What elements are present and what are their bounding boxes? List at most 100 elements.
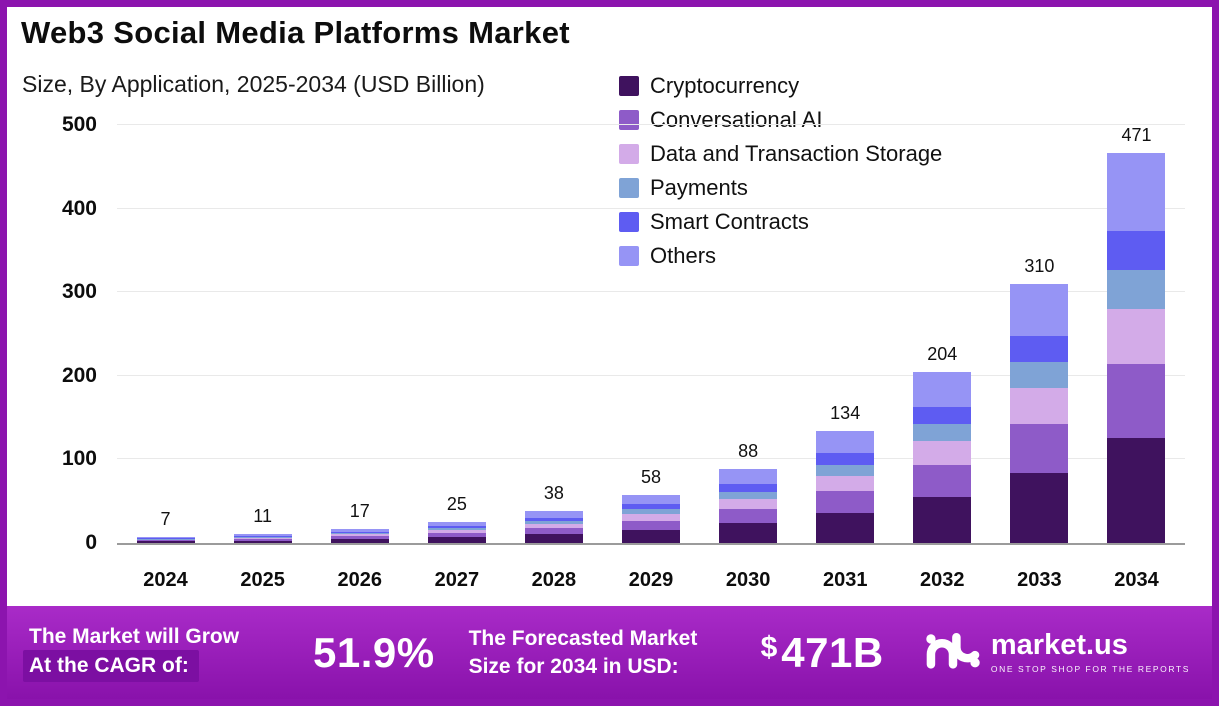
- bar-segment-others: [233, 533, 292, 536]
- bar-segment-others: [136, 537, 195, 539]
- cagr-label-line1: The Market will Grow: [29, 624, 240, 648]
- legend-item-cryptocurrency: Cryptocurrency: [619, 73, 942, 99]
- bar-segment-data-and-transaction-storage: [1010, 387, 1069, 424]
- bar-segment-payments: [233, 536, 292, 538]
- bar-segment-payments: [524, 520, 583, 524]
- bar-segment-smart-contracts: [427, 526, 486, 529]
- bar-segment-conversational-ai: [330, 536, 389, 540]
- bar-segment-others: [913, 372, 972, 407]
- page-subtitle: Size, By Application, 2025-2034 (USD Bil…: [22, 71, 485, 97]
- gridline: [117, 207, 1185, 209]
- bar-segment-data-and-transaction-storage: [524, 523, 583, 529]
- bar-segment-others: [622, 494, 681, 505]
- brand-tagline: ONE STOP SHOP FOR THE REPORTS: [990, 664, 1190, 674]
- bar-2032: 204: [894, 125, 991, 543]
- bar-2033: 310: [991, 125, 1088, 543]
- bar-total-label: 88: [738, 441, 759, 462]
- bar-2034: 471: [1088, 125, 1185, 543]
- bar-segment-conversational-ai: [1010, 423, 1069, 474]
- legend-item-data-and-transaction-storage: Data and Transaction Storage: [619, 141, 942, 167]
- y-axis: 0 100 200 300 400 500: [13, 113, 107, 554]
- bar-segment-cryptocurrency: [233, 540, 292, 543]
- bar-segment-payments: [913, 423, 972, 441]
- bar-segment-cryptocurrency: [1010, 473, 1069, 543]
- forecast-value: $ 471B: [761, 629, 884, 677]
- legend-swatch-icon: [619, 246, 639, 266]
- legend-label: Others: [650, 243, 717, 268]
- x-axis: 2024 2025 2026 2027 2028 2029 2030 2031 2032 2033…: [117, 569, 1185, 592]
- bar-segment-smart-contracts: [136, 538, 195, 539]
- bar-segment-data-and-transaction-storage: [1107, 309, 1166, 364]
- bar-segment-smart-contracts: [330, 531, 389, 534]
- bar-segment-smart-contracts: [719, 484, 778, 492]
- x-axis-label: 2024: [143, 569, 188, 591]
- cagr-value: 51.9%: [313, 628, 435, 676]
- forecast-label-line1: The Forecasted Market: [468, 627, 698, 651]
- legend-label: Conversational AI: [650, 107, 823, 132]
- bar-segment-data-and-transaction-storage: [427, 530, 486, 534]
- bar-segment-cryptocurrency: [524, 534, 583, 543]
- currency-symbol: $: [760, 630, 778, 664]
- gridline: [117, 124, 1185, 125]
- legend-item-others: Others: [619, 243, 942, 269]
- y-axis-label: 300: [61, 280, 97, 304]
- bar-2024: 7: [117, 125, 214, 543]
- x-axis-label: 2030: [725, 569, 771, 591]
- x-axis-label: 2033: [1017, 569, 1062, 591]
- bar-segment-others: [524, 511, 583, 518]
- legend-swatch-icon: [619, 178, 639, 198]
- bar-segment-payments: [427, 528, 486, 531]
- bar-segment-conversational-ai: [913, 464, 972, 497]
- bar-segment-smart-contracts: [1107, 231, 1166, 270]
- bar-segment-data-and-transaction-storage: [330, 534, 389, 537]
- cagr-label: The Market will Grow At the CAGR of:: [23, 623, 305, 683]
- brand-block: market.us ONE STOP SHOP FOR THE REPORTS: [925, 629, 1190, 676]
- bar-segment-data-and-transaction-storage: [719, 498, 778, 510]
- bar-segment-conversational-ai: [719, 509, 778, 524]
- brand-name: market.us: [990, 629, 1128, 661]
- bar-2027: 25: [408, 125, 505, 543]
- bar-segment-cryptocurrency: [427, 537, 486, 543]
- gridline: [117, 374, 1185, 376]
- bar-segment-cryptocurrency: [330, 539, 389, 543]
- legend-label: Data and Transaction Storage: [650, 141, 943, 166]
- bar-total-label: 7: [160, 509, 171, 530]
- marketus-logo-icon: [925, 629, 981, 676]
- bar-segment-smart-contracts: [622, 504, 681, 510]
- legend-label: Payments: [650, 175, 748, 200]
- x-axis-label: 2029: [628, 569, 674, 591]
- bar-segment-data-and-transaction-storage: [233, 537, 292, 539]
- bar-segment-payments: [622, 509, 681, 514]
- bar-segment-others: [1010, 283, 1069, 336]
- bar-segment-others: [1107, 153, 1166, 231]
- bar-segment-others: [719, 469, 778, 485]
- bar-segment-smart-contracts: [1010, 335, 1069, 362]
- y-axis-label: 200: [61, 363, 97, 387]
- bar-total-label: 17: [349, 500, 370, 521]
- bar-total-label: 11: [253, 505, 272, 526]
- bar-segment-others: [330, 528, 389, 532]
- bar-segment-payments: [816, 464, 875, 476]
- gridline: [117, 291, 1185, 293]
- bar-segment-data-and-transaction-storage: [622, 513, 681, 521]
- legend-item-conversational-ai: Conversational AI: [619, 107, 942, 133]
- x-axis-label: 2034: [1114, 569, 1159, 591]
- bar-segment-smart-contracts: [233, 535, 292, 537]
- y-axis-label: 500: [61, 113, 97, 136]
- legend-swatch-icon: [619, 76, 639, 96]
- cagr-label-line2: At the CAGR of:: [23, 650, 199, 683]
- bar-2031: 134: [797, 125, 894, 543]
- bar-segment-others: [427, 522, 486, 527]
- bar-2025: 11: [214, 125, 311, 543]
- legend-item-payments: Payments: [619, 175, 942, 201]
- bar-segment-conversational-ai: [1107, 363, 1166, 438]
- bar-segment-conversational-ai: [524, 528, 583, 535]
- bar-2026: 17: [311, 125, 408, 543]
- bar-total-label: 38: [543, 483, 564, 504]
- bar-segment-others: [816, 430, 875, 454]
- bar-segment-smart-contracts: [913, 406, 972, 424]
- forecast-label-line2: Size for 2034 in USD:: [468, 654, 679, 678]
- y-axis-label: 100: [61, 447, 97, 471]
- legend-item-smart-contracts: Smart Contracts: [619, 209, 942, 235]
